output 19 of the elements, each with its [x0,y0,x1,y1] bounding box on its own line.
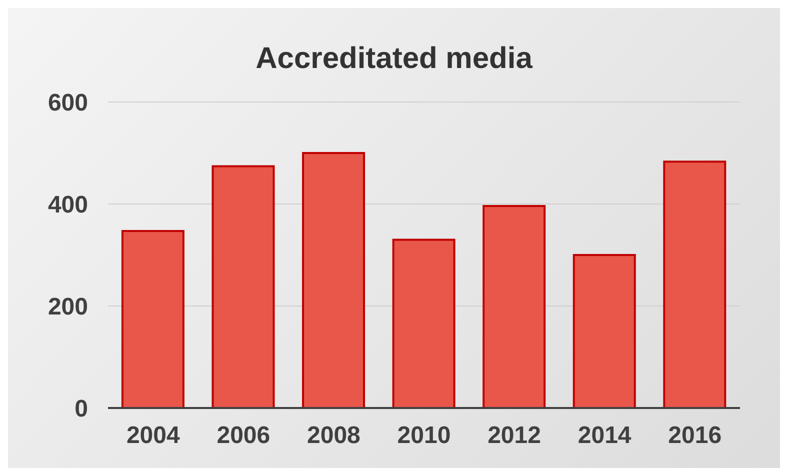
bar [482,205,546,408]
y-tick-label: 200 [48,294,88,321]
bar [572,254,636,408]
y-tick-label: 600 [48,90,88,117]
x-tick-label: 2012 [488,422,541,450]
x-tick-label: 2016 [668,422,722,450]
y-tick-label: 0 [74,396,88,423]
x-tick-label: 2006 [216,422,270,450]
x-tick-label: 2008 [307,422,360,450]
bar [392,238,456,408]
y-tick-label: 400 [48,192,88,219]
bar [212,165,275,408]
x-tick-label: 2014 [578,422,632,450]
bar [121,230,184,408]
bar [663,160,726,408]
bar [302,152,366,408]
x-tick-label: 2010 [397,422,451,450]
x-tick-label: 2004 [126,422,180,450]
chart-title: Accreditated media [256,42,532,75]
